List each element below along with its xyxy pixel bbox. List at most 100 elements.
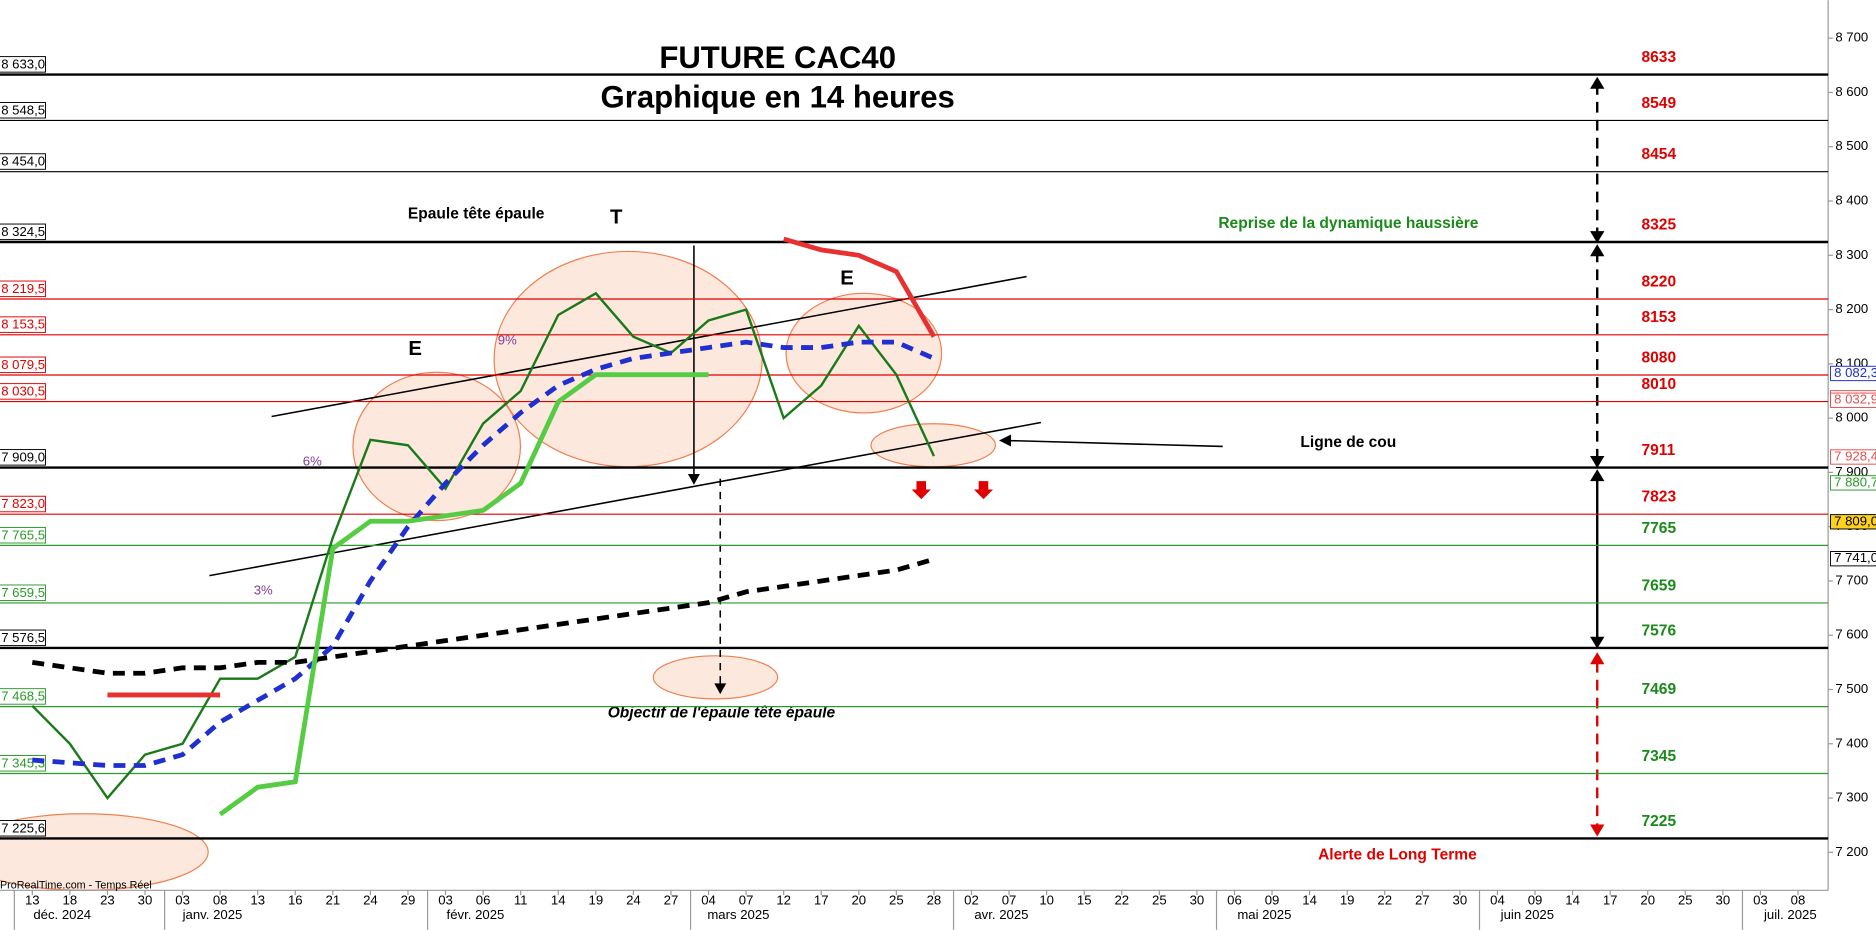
price-tag [1830, 514, 1876, 530]
x-tick-label: 22 [1114, 893, 1129, 908]
x-tick-label: 29 [401, 893, 416, 908]
level-tag: 8325 [1642, 216, 1677, 233]
level-label-box [0, 584, 46, 602]
x-tick-label: 12 [776, 893, 791, 908]
x-tick-label: 04 [701, 893, 716, 908]
y-tick-label: 8 300 [1835, 247, 1868, 262]
level-label-box [0, 223, 46, 241]
series-line [218, 372, 709, 817]
series-line [31, 556, 935, 676]
annotation: T [610, 206, 623, 228]
level-label-box [0, 153, 46, 170]
x-tick-label: 06 [1227, 893, 1242, 908]
y-tick-label: 7 900 [1835, 464, 1868, 479]
trendline [271, 275, 1027, 418]
y-tick-label: 7 400 [1835, 735, 1868, 750]
source: ProRealTime.com - Temps Réel [0, 879, 152, 891]
level-label-box [0, 495, 46, 513]
x-tick-label: 13 [250, 893, 265, 908]
level-tag: 7823 [1642, 489, 1677, 506]
x-tick-label: 15 [1077, 893, 1092, 908]
level-label: 8 454,0 [1, 154, 45, 169]
x-tick-label: 10 [1039, 893, 1054, 908]
month-label: avr. 2025 [974, 907, 1028, 922]
x-tick-label: 03 [1753, 893, 1768, 908]
arrow [1004, 439, 1223, 448]
annotation: E [840, 267, 854, 289]
annotation: 3% [254, 583, 273, 598]
x-tick-label: 08 [213, 893, 228, 908]
chart-title: FUTURE CAC40 [659, 40, 896, 75]
y-tick-label: 8 400 [1835, 192, 1868, 207]
x-tick-label: 14 [1302, 893, 1317, 908]
x-tick-label: 27 [1415, 893, 1430, 908]
price-tag-label: 7 809,0 [1834, 513, 1876, 528]
level-label: 7 225,6 [1, 820, 45, 835]
down-arrow [911, 481, 994, 500]
y-tick-label: 7 200 [1835, 844, 1868, 859]
x-tick-label: 30 [1453, 893, 1468, 908]
chart-subtitle: Graphique en 14 heures [601, 80, 955, 115]
annotation: Ligne de cou [1300, 434, 1396, 451]
level-label: 7 659,5 [1, 585, 45, 600]
x-tick-label: 17 [1603, 893, 1618, 908]
level-tag: 8010 [1642, 376, 1677, 393]
y-tick-label: 8 600 [1835, 84, 1868, 99]
y-tick-label: 7 500 [1835, 681, 1868, 696]
level-tag: 7225 [1642, 813, 1677, 830]
x-tick-label: 16 [288, 893, 303, 908]
annotation: 9% [498, 333, 517, 348]
x-tick-label: 24 [626, 893, 641, 908]
level-label: 7 823,0 [1, 496, 45, 511]
annotation: 6% [303, 453, 322, 468]
y-tick-label: 8 500 [1835, 138, 1868, 153]
level-label: 8 153,5 [1, 317, 45, 332]
annotation: Alerte de Long Terme [1318, 847, 1477, 864]
series-line [107, 236, 937, 698]
level-tag: 8633 [1642, 49, 1677, 66]
price-tag [1830, 449, 1876, 465]
level-tag: 8220 [1642, 273, 1677, 290]
x-tick-label: 14 [551, 893, 566, 908]
level-label: 7 576,5 [1, 630, 45, 645]
x-tick-label: 23 [100, 893, 115, 908]
price-tag [1830, 551, 1876, 567]
month-label: juil. 2025 [1763, 907, 1817, 922]
level-label-box [0, 56, 46, 73]
y-tick-label: 8 200 [1835, 301, 1868, 316]
x-tick-label: 25 [1678, 893, 1693, 908]
x-tick-label: 19 [589, 893, 604, 908]
level-tag: 8153 [1642, 309, 1677, 326]
level-tag: 7911 [1642, 442, 1676, 459]
x-tick-label: 21 [326, 893, 341, 908]
level-label-box [0, 688, 46, 705]
x-tick-label: 09 [1528, 893, 1543, 908]
month-label: déc. 2024 [33, 907, 91, 922]
level-tag: 8549 [1642, 95, 1677, 112]
y-tick-label: 7 700 [1835, 572, 1868, 587]
level-label-box [0, 316, 46, 333]
x-tick-label: 28 [927, 893, 942, 908]
level-label: 8 548,5 [1, 102, 45, 117]
x-tick-label: 04 [1490, 893, 1505, 908]
x-tick-label: 06 [476, 893, 491, 908]
x-tick-label: 20 [851, 893, 866, 908]
price-tag-label: 7 880,7 [1834, 474, 1876, 489]
arrowhead [714, 683, 727, 695]
level-tag: 7345 [1642, 748, 1677, 765]
level-label-box [0, 449, 46, 466]
x-tick-label: 09 [1265, 893, 1280, 908]
series-line [31, 291, 936, 801]
month-label: juin 2025 [1500, 907, 1554, 922]
x-tick-label: 25 [889, 893, 904, 908]
price-tag-label: 8 032,9 [1834, 392, 1876, 407]
x-tick-label: 07 [1002, 893, 1017, 908]
level-label: 8 030,5 [1, 383, 45, 398]
level-label-box [0, 820, 46, 837]
price-tag [1830, 475, 1876, 491]
annotation: E [408, 338, 422, 360]
series-line [32, 339, 935, 768]
level-label-box [0, 629, 46, 647]
month-label: mars 2025 [707, 907, 769, 922]
